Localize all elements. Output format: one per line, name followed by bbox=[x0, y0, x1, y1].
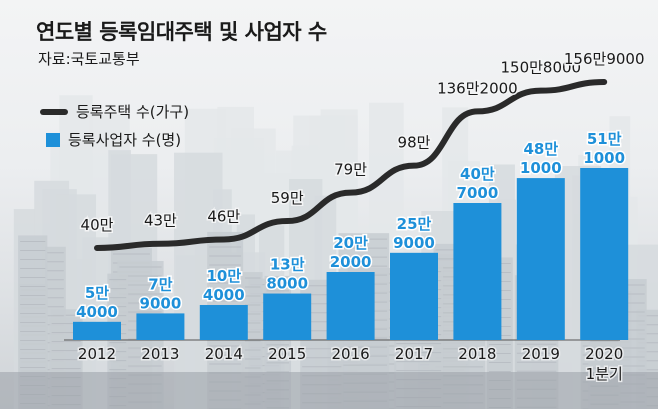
legend-line-label: 등록주택 수(가구) bbox=[76, 103, 190, 121]
chart-title: 연도별 등록임대주택 및 사업자 수 bbox=[36, 20, 327, 44]
legend-bar-label: 등록사업자 수(명) bbox=[68, 131, 182, 149]
bar-2018 bbox=[453, 203, 502, 340]
bar-data-label: 4000 bbox=[76, 303, 118, 321]
bar-data-label: 10만 bbox=[206, 267, 241, 285]
line-data-label: 59만 bbox=[271, 189, 304, 207]
line-data-label: 98만 bbox=[398, 134, 431, 152]
bar-data-label: 40만 bbox=[460, 165, 495, 183]
bar-2019 bbox=[516, 178, 565, 340]
bar-2016 bbox=[326, 272, 375, 340]
line-data-label: 40만 bbox=[81, 216, 114, 234]
bar-2017 bbox=[390, 252, 438, 340]
line-data-label: 43만 bbox=[144, 212, 177, 230]
x-tick-label: 2013 bbox=[141, 345, 179, 363]
x-tick-label: 2014 bbox=[205, 345, 243, 363]
bar-data-label: 2000 bbox=[330, 253, 372, 271]
bar-data-label: 1000 bbox=[520, 159, 562, 177]
x-tick-label: 2017 bbox=[395, 345, 433, 363]
bar-2012 bbox=[73, 321, 121, 340]
legend-line-swatch bbox=[40, 108, 68, 115]
x-tick-label: 2020 bbox=[585, 345, 623, 363]
x-tick-label: 2018 bbox=[458, 345, 496, 363]
bar-data-label: 9000 bbox=[140, 294, 182, 312]
bar-data-label: 5만 bbox=[85, 284, 109, 302]
bar-data-label: 48만 bbox=[523, 140, 558, 158]
bar-data-label: 51만 bbox=[587, 130, 622, 148]
bar-data-label: 8000 bbox=[266, 275, 308, 293]
line-data-label: 156만9000 bbox=[564, 50, 645, 68]
bar-2020 bbox=[580, 168, 629, 340]
x-tick-label: 2015 bbox=[268, 345, 306, 363]
bar-data-label: 4000 bbox=[203, 286, 245, 304]
bar-2013 bbox=[136, 313, 185, 340]
chart-source: 자료:국토교통부 bbox=[38, 50, 140, 68]
bar-data-label: 9000 bbox=[393, 234, 435, 252]
x-tick-label: 2012 bbox=[78, 345, 116, 363]
line-series-households bbox=[94, 79, 608, 251]
line-data-label: 46만 bbox=[207, 207, 240, 225]
bar-data-label: 13만 bbox=[270, 256, 305, 274]
bar-2014 bbox=[199, 304, 248, 340]
bar-data-label: 7만 bbox=[148, 275, 172, 293]
legend-bar-swatch bbox=[46, 132, 60, 147]
bar-data-label: 7000 bbox=[457, 184, 499, 202]
legend-line-entry: 등록주택 수(가구) bbox=[40, 101, 189, 122]
line-data-label: 136만2000 bbox=[437, 79, 518, 97]
x-tick-label: 2019 bbox=[522, 345, 560, 363]
line-data-label: 79만 bbox=[334, 161, 367, 179]
legend-bar-entry: 등록사업자 수(명) bbox=[40, 129, 181, 150]
bar-data-label: 25만 bbox=[397, 215, 432, 233]
x-tick-sublabel: 1분기 bbox=[586, 365, 623, 383]
bar-2015 bbox=[263, 293, 312, 340]
x-tick-label: 2016 bbox=[332, 345, 370, 363]
bar-data-label: 1000 bbox=[583, 149, 625, 167]
background-ground bbox=[0, 372, 658, 409]
line-data-label: 150만8000 bbox=[500, 59, 581, 77]
bar-data-label: 20만 bbox=[333, 234, 368, 252]
